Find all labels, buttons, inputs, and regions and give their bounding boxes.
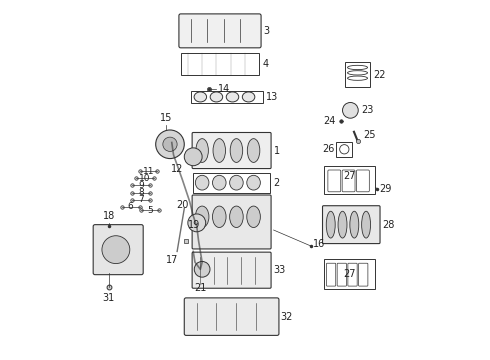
Ellipse shape — [243, 92, 255, 102]
Text: 12: 12 — [171, 164, 183, 174]
Text: 11: 11 — [143, 167, 154, 176]
Text: 21: 21 — [194, 283, 206, 293]
FancyBboxPatch shape — [192, 195, 271, 249]
Bar — [192, 91, 263, 103]
Circle shape — [194, 261, 210, 277]
Bar — [193, 173, 270, 193]
Circle shape — [188, 214, 206, 232]
Text: 26: 26 — [322, 144, 334, 154]
Text: 3: 3 — [263, 26, 269, 36]
Text: 7: 7 — [139, 195, 144, 204]
Text: 32: 32 — [281, 312, 293, 321]
FancyBboxPatch shape — [93, 225, 143, 275]
Ellipse shape — [350, 211, 359, 238]
Ellipse shape — [247, 206, 260, 228]
FancyBboxPatch shape — [322, 206, 380, 244]
Text: 28: 28 — [383, 220, 395, 230]
Text: 17: 17 — [166, 255, 178, 265]
Ellipse shape — [338, 211, 347, 238]
Text: 27: 27 — [343, 171, 356, 181]
Text: 31: 31 — [103, 293, 115, 302]
Ellipse shape — [213, 206, 226, 228]
Ellipse shape — [230, 139, 243, 162]
Circle shape — [102, 236, 130, 264]
Ellipse shape — [213, 139, 225, 162]
Text: 22: 22 — [373, 69, 386, 80]
Text: 19: 19 — [188, 220, 200, 230]
Ellipse shape — [213, 175, 226, 190]
Ellipse shape — [247, 175, 260, 190]
FancyBboxPatch shape — [184, 298, 279, 336]
Text: 2: 2 — [273, 178, 280, 188]
Bar — [323, 166, 375, 194]
Ellipse shape — [210, 92, 222, 102]
Text: 24: 24 — [324, 116, 336, 126]
Text: 20: 20 — [176, 201, 189, 210]
Text: 13: 13 — [267, 92, 279, 102]
Ellipse shape — [326, 211, 335, 238]
Ellipse shape — [196, 139, 208, 162]
Ellipse shape — [196, 206, 209, 228]
Ellipse shape — [196, 175, 209, 190]
Text: 29: 29 — [379, 184, 392, 194]
Text: 14: 14 — [218, 84, 230, 94]
Text: 9: 9 — [139, 181, 144, 190]
Text: 5: 5 — [147, 206, 153, 215]
Ellipse shape — [194, 92, 207, 102]
Text: 16: 16 — [313, 239, 325, 249]
Text: 23: 23 — [361, 105, 373, 115]
Bar — [336, 142, 352, 157]
Ellipse shape — [247, 139, 260, 162]
Bar — [181, 53, 259, 75]
Circle shape — [156, 130, 184, 158]
Ellipse shape — [226, 92, 239, 102]
Text: 6: 6 — [128, 202, 134, 211]
Text: 33: 33 — [273, 265, 286, 275]
Ellipse shape — [230, 206, 243, 228]
FancyBboxPatch shape — [192, 252, 271, 288]
Ellipse shape — [230, 175, 243, 190]
Circle shape — [184, 148, 202, 166]
Circle shape — [343, 103, 358, 118]
Text: 1: 1 — [273, 145, 280, 156]
Bar — [323, 258, 375, 289]
Text: 10: 10 — [139, 174, 151, 183]
Text: 27: 27 — [343, 269, 356, 279]
Circle shape — [163, 137, 177, 152]
FancyBboxPatch shape — [179, 14, 261, 48]
FancyBboxPatch shape — [192, 132, 271, 168]
Ellipse shape — [362, 211, 370, 238]
Text: 15: 15 — [160, 113, 172, 123]
Bar — [345, 62, 370, 87]
Text: 18: 18 — [103, 211, 115, 221]
Text: 25: 25 — [363, 130, 375, 140]
Text: 8: 8 — [139, 188, 144, 197]
Text: 4: 4 — [263, 59, 269, 69]
